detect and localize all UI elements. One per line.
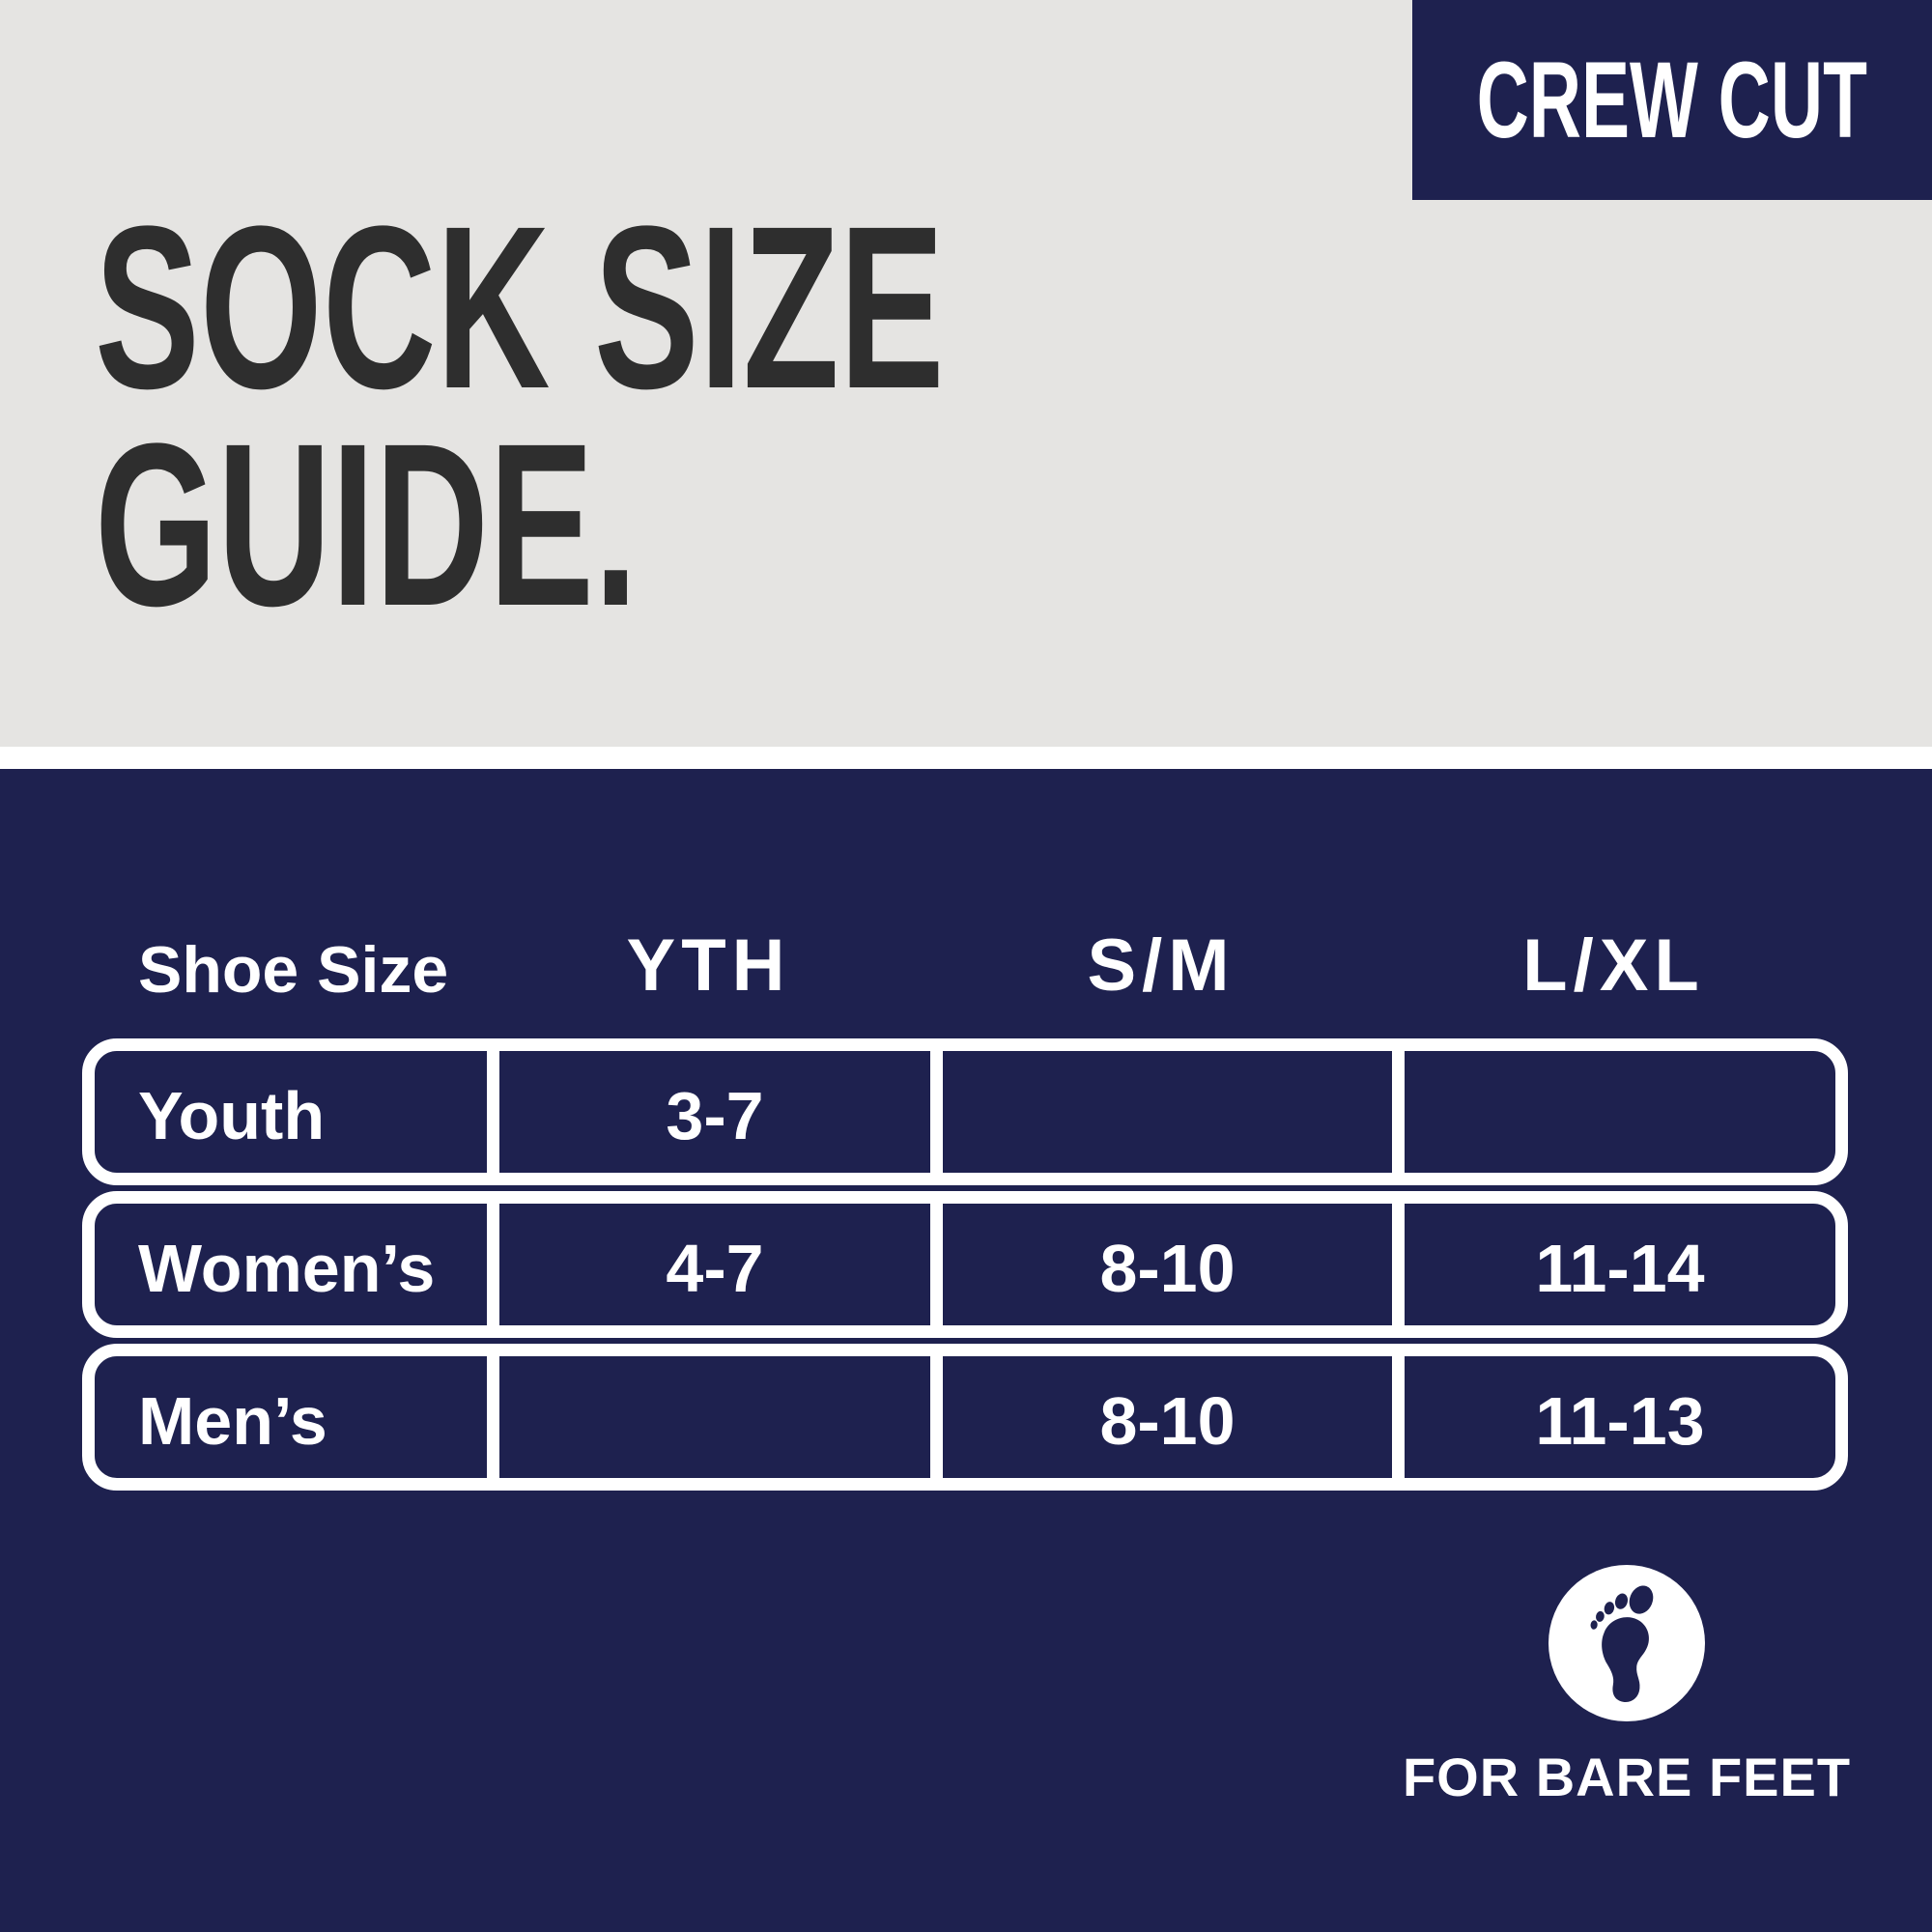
cell-youth-sm (930, 1051, 1392, 1173)
row-label-mens: Men’s (138, 1383, 327, 1459)
brand-logo (1548, 1565, 1705, 1721)
cell-youth-lxl (1392, 1051, 1835, 1173)
table-row-mens: Men’s 8-10 11-13 (82, 1344, 1848, 1491)
white-divider (0, 747, 1932, 769)
size-table-section: Shoe Size YTH S/M L/XL Youth 3-7 Women’s… (0, 769, 1932, 1932)
page-title-line1: SOCK SIZE (95, 178, 945, 437)
column-header-sm: S/M (1087, 924, 1236, 1007)
cell-mens-sm: 8-10 (930, 1356, 1392, 1478)
table-row-womens: Women’s 4-7 8-10 11-14 (82, 1191, 1848, 1338)
page-title: SOCK SIZE GUIDE. (95, 178, 1345, 654)
row-label-youth: Youth (138, 1078, 326, 1153)
row-label-womens: Women’s (138, 1231, 436, 1306)
table-header-row: Shoe Size YTH S/M L/XL (95, 889, 1835, 1007)
cell-womens-sm: 8-10 (930, 1204, 1392, 1325)
column-header-lxl: L/XL (1522, 924, 1705, 1007)
crew-cut-badge-label: CREW CUT (1476, 39, 1868, 160)
cell-womens-yth: 4-7 (487, 1204, 930, 1325)
cell-womens-lxl: 11-14 (1392, 1204, 1835, 1325)
cell-mens-yth (487, 1356, 930, 1478)
column-header-shoe-size: Shoe Size (138, 933, 449, 1007)
cell-mens-lxl: 11-13 (1392, 1356, 1835, 1478)
cell-youth-yth: 3-7 (487, 1051, 930, 1173)
table-row-youth: Youth 3-7 (82, 1038, 1848, 1185)
brand-wordmark: FOR BARE FEET (1402, 1747, 1852, 1807)
crew-cut-badge: CREW CUT (1412, 0, 1932, 200)
page-title-line2: GUIDE. (95, 395, 639, 654)
header-section: SOCK SIZE GUIDE. CREW CUT (0, 0, 1932, 747)
footprint-icon (1590, 1585, 1654, 1702)
column-header-yth: YTH (626, 924, 791, 1007)
